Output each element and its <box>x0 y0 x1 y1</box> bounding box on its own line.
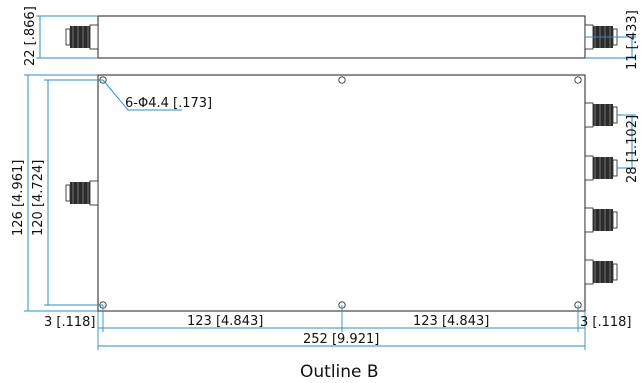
mounting-holes <box>99 76 582 309</box>
output-connector-1 <box>584 102 618 128</box>
input-connector <box>65 180 99 206</box>
left-edge-offset-label: 3 [.118] <box>44 315 96 330</box>
output-connector-2 <box>584 155 618 181</box>
hole-pitch-vertical-label: 120 [4.724] <box>31 160 46 236</box>
side-view-body <box>97 15 586 59</box>
side-view-left-connector <box>65 24 99 50</box>
top-height-label: 22 [.866] <box>23 6 38 66</box>
right-connector-offset-label: 11 [.433] <box>625 10 640 70</box>
drawing-caption: Outline B <box>300 362 379 382</box>
hole-callout-label: 6-Φ4.4 [.173] <box>125 96 212 111</box>
output-connector-4 <box>584 259 618 285</box>
connector-pitch-label: 28 [1.102] <box>625 115 640 183</box>
right-edge-offset-label: 3 [.118] <box>580 315 632 330</box>
plan-view-body <box>97 74 586 312</box>
side-view: 22 [.866] 11 [.433] <box>23 6 640 70</box>
plan-view: 6-Φ4.4 [.173] 126 [4.961] 120 [4.724] 28… <box>11 74 640 350</box>
left-half-pitch-label: 123 [4.843] <box>187 314 263 329</box>
output-connector-3 <box>584 207 618 233</box>
right-half-pitch-label: 123 [4.843] <box>413 314 489 329</box>
overall-length-label: 252 [9.921] <box>303 332 379 347</box>
mounting-hole <box>574 76 582 84</box>
overall-height-label: 126 [4.961] <box>11 160 26 236</box>
mounting-hole <box>338 76 346 84</box>
